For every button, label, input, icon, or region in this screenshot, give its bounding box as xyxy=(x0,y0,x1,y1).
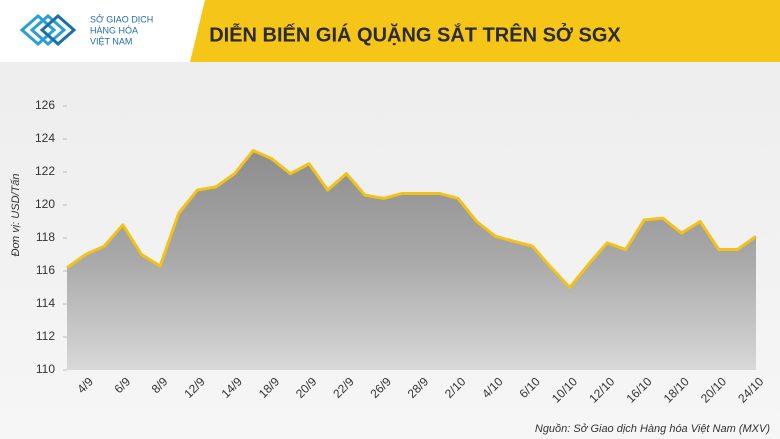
y-tick-label: 114 xyxy=(36,296,55,310)
y-tick-label: 118 xyxy=(36,230,55,244)
y-tick-label: 120 xyxy=(35,197,55,211)
y-tick-label: 122 xyxy=(35,164,55,178)
line xyxy=(66,149,757,289)
y-tick-label: 116 xyxy=(36,263,55,277)
logo-text: HÀNG HÓA xyxy=(90,25,138,35)
area-fill xyxy=(67,150,756,370)
y-tick-label: 124 xyxy=(35,131,55,145)
source: Nguồn: Sở Giao dịch Hàng hóa Việt Nam (M… xyxy=(535,423,770,435)
y-tick-label: 110 xyxy=(36,362,55,376)
y-tick-label: 126 xyxy=(35,98,55,112)
chart-title: DIỄN BIẾN GIÁ QUẶNG SẮT TRÊN SỞ SGX xyxy=(209,22,621,46)
y-axis-label: Đơn vị: USD/Tấn xyxy=(10,173,22,256)
logo-text: VIỆT NAM xyxy=(90,36,132,46)
logo-icon xyxy=(19,14,77,46)
y-tick-label: 112 xyxy=(36,329,55,343)
logo-box xyxy=(0,0,205,62)
logo-text: SỞ GIAO DỊCH xyxy=(90,13,153,24)
